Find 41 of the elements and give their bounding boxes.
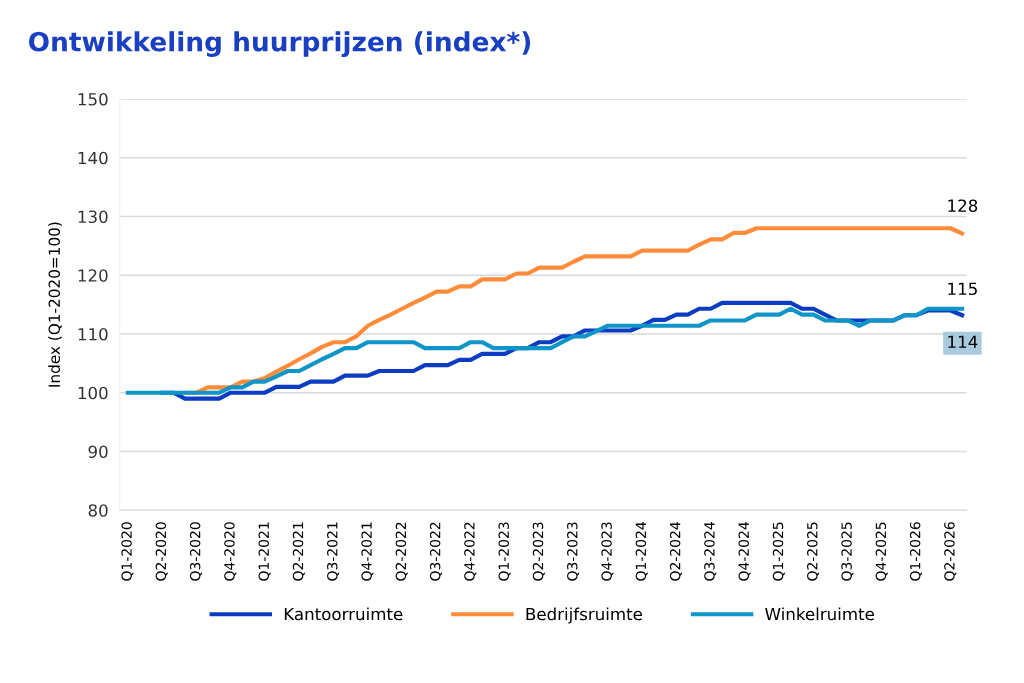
y-tick-label: 140 (78, 151, 108, 165)
y-tick-label: 80 (88, 504, 108, 517)
x-tick-label: Q2-2024 (669, 522, 682, 581)
x-tick-label: Q2-2023 (532, 522, 545, 581)
x-tick-label: Q4-2024 (738, 522, 751, 581)
y-tick-label: 90 (88, 445, 108, 459)
x-tick-label: Q1-2023 (498, 522, 511, 581)
annotation: 115 (948, 282, 977, 296)
x-tick-label: Q2-2021 (292, 522, 305, 581)
x-tick-label: Q4-2022 (464, 522, 477, 581)
x-tick-label: Q4-2023 (601, 522, 614, 581)
y-tick-label: 110 (78, 327, 108, 341)
x-tick-label: Q3-2020 (189, 522, 202, 581)
x-tick-label: Q1-2025 (772, 522, 785, 581)
x-tick-label: Q4-2021 (361, 522, 374, 581)
x-tick-label: Q1-2026 (909, 522, 922, 581)
chart-title: Ontwikkeling huurprijzen (index*) (28, 31, 531, 57)
x-tick-label: Q3-2022 (429, 522, 442, 581)
legend-label: Winkelruimte (765, 607, 874, 621)
x-tick-label: Q2-2020 (155, 522, 168, 581)
y-tick-label: 100 (78, 386, 108, 400)
x-tick-label: Q4-2025 (875, 522, 888, 581)
x-tick-label: Q3-2024 (704, 522, 717, 581)
x-tick-label: Q1-2024 (635, 522, 648, 581)
x-tick-label: Q1-2021 (258, 522, 271, 581)
y-tick-label: 130 (78, 210, 108, 224)
annotation: 128 (948, 199, 978, 213)
legend-label: Bedrijfsruimte (526, 607, 643, 624)
x-tick-label: Q2-2025 (807, 522, 820, 581)
x-tick-label: Q3-2021 (327, 522, 340, 581)
x-tick-label: Q3-2023 (567, 522, 580, 581)
y-tick-label: 120 (78, 269, 108, 282)
x-tick-label: Q2-2022 (395, 522, 408, 581)
x-tick-label: Q1-2020 (121, 522, 134, 581)
x-tick-label: Q4-2020 (224, 522, 237, 581)
y-axis-title: Index (Q1-2020=100) (48, 222, 62, 387)
annotation: 114 (948, 335, 978, 348)
x-tick-label: Q3-2025 (841, 522, 854, 581)
x-tick-label: Q2-2026 (944, 522, 957, 581)
legend-label: Kantoorruimte (284, 607, 403, 621)
y-tick-label: 150 (78, 93, 108, 106)
